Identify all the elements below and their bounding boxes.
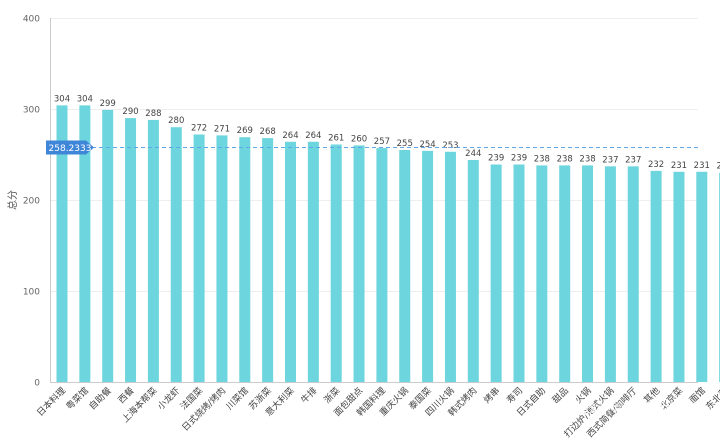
bar: [536, 165, 548, 382]
bar: [673, 171, 685, 382]
data-label: 269: [237, 126, 253, 136]
data-label: 299: [100, 99, 116, 109]
x-tick-label: 牛排: [298, 385, 319, 406]
x-tick-label: 日本料理: [34, 385, 68, 419]
data-label: 280: [168, 116, 184, 126]
data-label: 304: [77, 94, 93, 104]
x-tick-label: 川菜馆: [223, 385, 251, 413]
bar: [262, 138, 274, 382]
data-label: 261: [328, 133, 344, 143]
data-label: 255: [397, 139, 413, 149]
y-tick-label: 300: [23, 106, 40, 116]
bar: [604, 166, 616, 382]
bar: [444, 151, 456, 382]
bar: [650, 170, 662, 382]
data-label: 244: [465, 149, 481, 159]
x-tick-label: 烤串: [481, 385, 502, 406]
gridlines: [50, 18, 698, 292]
data-label: 238: [579, 154, 595, 164]
bar: [696, 171, 708, 382]
bar: [216, 135, 228, 382]
bar: [422, 150, 434, 382]
bar: [513, 164, 525, 382]
x-tick-label: 西餐: [115, 385, 136, 406]
data-label: 268: [260, 127, 276, 137]
bar: [307, 141, 319, 382]
y-tick-label: 400: [23, 15, 40, 25]
bar: [467, 159, 479, 382]
y-tick-label: 0: [34, 379, 40, 389]
bar: [79, 105, 91, 383]
data-label: 264: [282, 131, 298, 141]
bar: [125, 118, 137, 382]
average-label: 258.2333: [49, 144, 92, 154]
data-label: 253: [442, 141, 458, 151]
bar: [239, 137, 251, 382]
bar: [399, 149, 411, 382]
data-label: 260: [351, 134, 367, 144]
average-line: 258.2333: [46, 140, 698, 155]
data-label: 264: [305, 131, 321, 141]
data-label: 257: [374, 137, 390, 147]
bar: [559, 165, 571, 382]
data-label: 238: [557, 154, 573, 164]
bar: [582, 165, 594, 382]
bar: [102, 109, 114, 382]
data-label: 304: [54, 94, 70, 104]
bar: [627, 166, 639, 382]
data-label: 239: [511, 154, 527, 164]
data-label: 272: [191, 123, 207, 133]
bar: [285, 141, 296, 382]
bar: [353, 145, 365, 382]
x-tick-label: 寿司: [504, 385, 525, 406]
watermark: 知乎 @识食物者为俊杰: [547, 400, 702, 418]
bar: [330, 144, 342, 382]
x-tick-label: 粤菜馆: [63, 385, 91, 413]
x-tick-label: 小龙虾: [155, 385, 183, 413]
bar: [490, 164, 502, 382]
data-label: 237: [625, 155, 641, 165]
data-label: 231: [671, 161, 687, 171]
bar: [170, 127, 182, 382]
x-tick-label: 浙菜: [321, 385, 342, 406]
data-label: 238: [534, 154, 550, 164]
x-tick-label: 自助餐: [86, 385, 114, 413]
data-label: 271: [214, 124, 230, 134]
bar: [376, 148, 388, 382]
data-label: 288: [145, 109, 161, 119]
bar: [56, 105, 68, 383]
average-marker: [46, 140, 94, 155]
data-label: 239: [488, 154, 504, 164]
y-axis: 0 100 200 300 400: [23, 15, 698, 389]
data-label: 231: [694, 161, 710, 171]
y-tick-label: 200: [23, 197, 40, 207]
data-label: 290: [122, 107, 138, 117]
data-label: 254: [419, 140, 435, 150]
data-label: 230: [717, 162, 720, 172]
bar: [193, 134, 205, 382]
y-axis-title: 总分: [6, 190, 19, 210]
data-label: 232: [648, 160, 664, 170]
data-labels: 304 304 299 290 288 280 272 271 269 268 264 264 261 2…: [54, 94, 720, 171]
bars: [56, 105, 720, 383]
data-label: 237: [602, 155, 618, 165]
x-tick-label: 东北菜: [703, 385, 720, 413]
bar: [147, 119, 159, 383]
y-tick-label: 100: [23, 288, 40, 298]
